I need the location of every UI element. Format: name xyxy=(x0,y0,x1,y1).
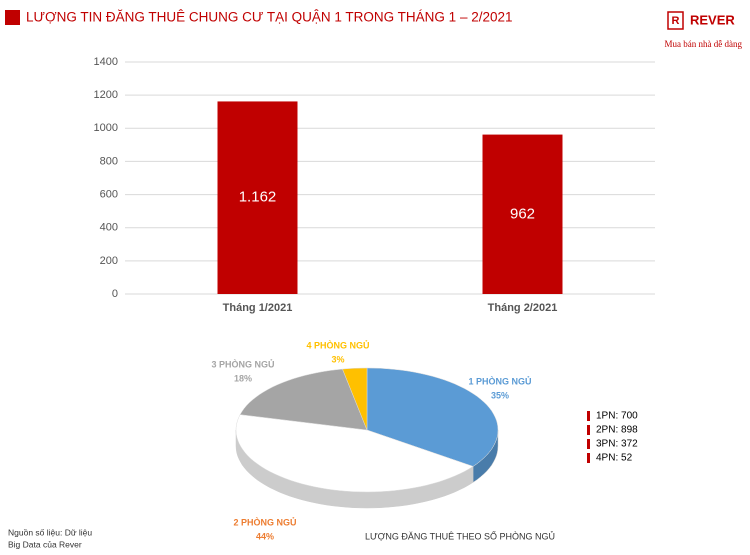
pie-title: LƯỢNG ĐĂNG THUÊ THEO SỐ PHÒNG NGỦ xyxy=(365,530,555,541)
x-tick-label: Tháng 1/2021 xyxy=(223,302,293,314)
title-marker xyxy=(5,10,20,25)
y-tick-label: 0 xyxy=(112,288,118,300)
pie-value-label: 3% xyxy=(331,354,344,364)
pie-label: 2 PHÒNG NGỦ xyxy=(233,516,296,527)
pie-label: 1 PHÒNG NGỦ xyxy=(468,375,531,386)
pie-slice xyxy=(239,368,368,431)
x-tick-label: Tháng 2/2021 xyxy=(488,302,558,314)
logo-box xyxy=(667,11,684,30)
source-line: Big Data của Rever xyxy=(8,539,82,549)
y-tick-label: 400 xyxy=(100,222,118,234)
pie-value-label: 44% xyxy=(256,531,274,541)
pie-slice xyxy=(235,414,474,493)
note: 2PN: 898 xyxy=(596,425,638,436)
pie-label: 3 PHÒNG NGỦ xyxy=(211,358,274,369)
slogan: Mua bán nhà dễ dàng xyxy=(665,39,743,49)
note-marker xyxy=(587,453,590,463)
page-title: LƯỢNG TIN ĐĂNG THUÊ CHUNG CƯ TẠI QUẬN 1 … xyxy=(26,10,513,25)
source-line: Nguồn số liệu: Dữ liệu xyxy=(8,527,92,537)
y-tick-label: 200 xyxy=(100,255,118,267)
note: 1PN: 700 xyxy=(596,411,638,422)
pie-value-label: 18% xyxy=(234,373,252,383)
note-marker xyxy=(587,439,590,449)
note: 3PN: 372 xyxy=(596,439,638,450)
note: 4PN: 52 xyxy=(596,453,633,464)
y-tick-label: 1200 xyxy=(94,89,118,101)
bar xyxy=(217,101,298,294)
notes: 1PN: 700 2PN: 898 3PN: 372 4PN: 52 xyxy=(587,411,638,464)
y-tick-label: 1000 xyxy=(94,122,118,134)
bar xyxy=(482,134,563,294)
value-label: 962 xyxy=(510,205,535,222)
logo-text: REVER xyxy=(690,12,735,27)
pie-slice xyxy=(366,367,499,467)
pie-value-label: 35% xyxy=(491,390,509,400)
value-label: 1.162 xyxy=(239,189,277,206)
y-tick-label: 800 xyxy=(100,155,118,167)
note-marker xyxy=(587,411,590,421)
logo-mark: R xyxy=(672,15,680,27)
y-tick-label: 600 xyxy=(100,188,118,200)
y-tick-label: 1400 xyxy=(94,56,118,68)
note-marker xyxy=(587,425,590,435)
pie-slice xyxy=(342,367,368,431)
pie-label: 4 PHÒNG NGỦ xyxy=(306,339,369,350)
